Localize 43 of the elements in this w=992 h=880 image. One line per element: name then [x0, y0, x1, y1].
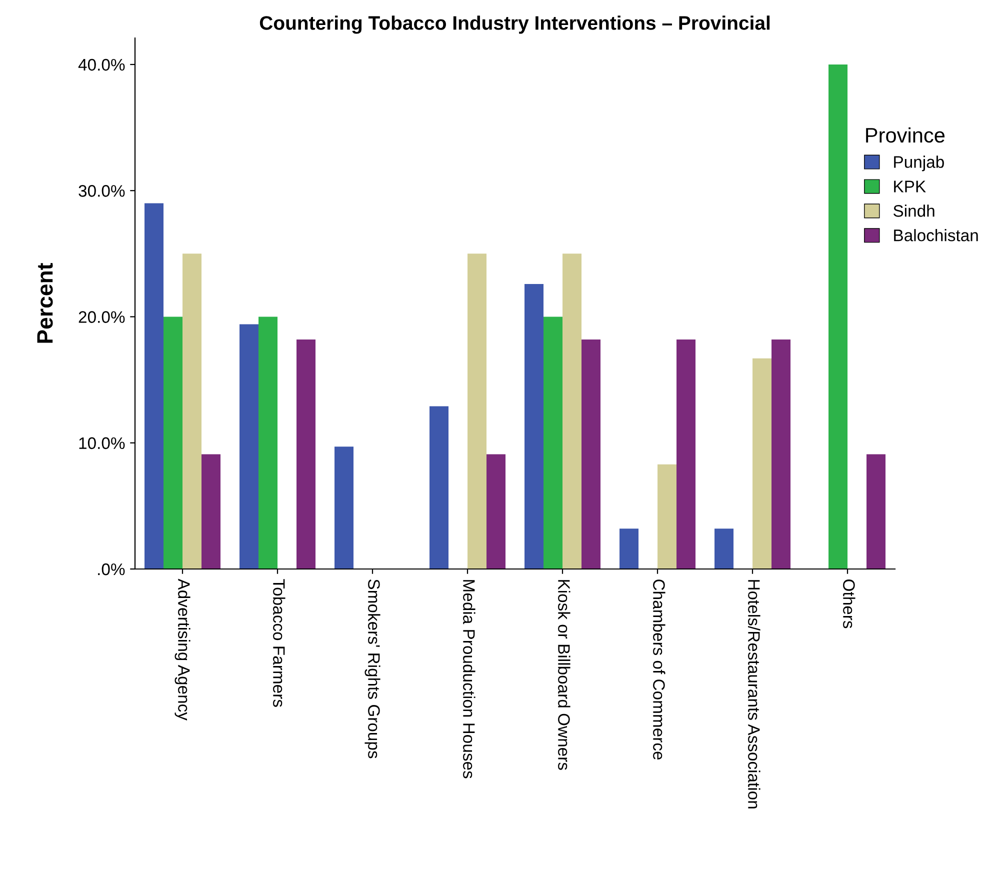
bar — [240, 324, 258, 569]
x-tick-label: Others — [843, 580, 856, 628]
bar — [258, 316, 278, 569]
legend-label: Punjab — [894, 156, 944, 172]
bar — [658, 464, 676, 569]
x-tick-label: Smokers' Rights Groups — [364, 579, 380, 758]
x-tick-label: Advertising Agency — [174, 578, 190, 720]
bar — [676, 339, 696, 569]
bar — [752, 358, 772, 569]
y-tick-label: 40.0% — [78, 58, 125, 71]
legend-label: KPK — [894, 180, 926, 192]
bar — [468, 254, 486, 569]
bar — [334, 446, 354, 569]
bar — [524, 284, 544, 569]
bar — [828, 64, 848, 569]
y-axis-title: Percent — [37, 263, 53, 343]
chart-title: Countering Tobacco Industry Interventions – Provincial — [260, 16, 770, 34]
bar — [164, 316, 182, 569]
bar — [202, 454, 220, 569]
bar — [430, 406, 448, 569]
bar — [714, 528, 734, 569]
y-tick-label: 20.0% — [78, 311, 125, 323]
bar — [582, 339, 600, 569]
legend-title: Province — [866, 127, 945, 143]
bar — [772, 339, 790, 569]
y-tick-label: 10.0% — [79, 437, 125, 450]
bar — [144, 203, 164, 569]
bar — [182, 254, 202, 569]
bar — [296, 339, 316, 569]
x-tick-label: Kiosk or Billboard Owners — [558, 580, 570, 770]
bar — [866, 454, 886, 569]
y-tick-label: .0% — [98, 563, 125, 576]
legend-label: Sindh — [893, 204, 934, 217]
x-tick-label: Media Prouduction Houses — [463, 580, 476, 778]
x-tick-label: Hotels/Restaurants Association — [748, 580, 760, 808]
x-tick-label: Chambers of Commerce — [653, 580, 666, 760]
legend-label: Balochistan — [894, 229, 978, 242]
bar — [544, 316, 562, 569]
x-tick-label: Tobacco Farmers — [273, 579, 286, 707]
bar — [562, 254, 582, 569]
bar — [620, 528, 638, 569]
bar — [486, 454, 506, 569]
y-tick-label: 30.0% — [78, 185, 125, 197]
